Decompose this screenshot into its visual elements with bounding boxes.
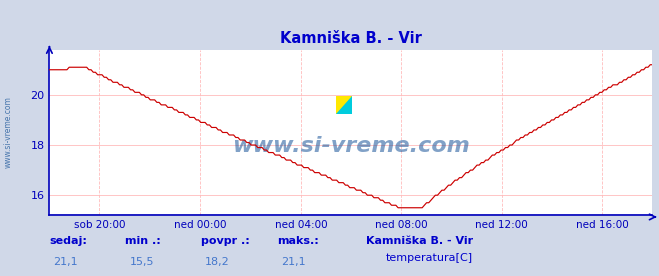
Text: 21,1: 21,1 [53,257,78,267]
Text: sedaj:: sedaj: [49,236,87,246]
Text: 15,5: 15,5 [129,257,154,267]
Polygon shape [336,96,352,114]
Text: 18,2: 18,2 [205,257,230,267]
Text: povpr .:: povpr .: [201,236,250,246]
Text: www.si-vreme.com: www.si-vreme.com [232,136,470,156]
Text: 21,1: 21,1 [281,257,306,267]
Text: Kamniška B. - Vir: Kamniška B. - Vir [366,236,473,246]
Text: temperatura[C]: temperatura[C] [386,253,473,263]
Text: www.si-vreme.com: www.si-vreme.com [3,97,13,168]
Title: Kamniška B. - Vir: Kamniška B. - Vir [280,31,422,46]
Polygon shape [336,96,352,114]
Text: min .:: min .: [125,236,161,246]
Text: maks.:: maks.: [277,236,318,246]
